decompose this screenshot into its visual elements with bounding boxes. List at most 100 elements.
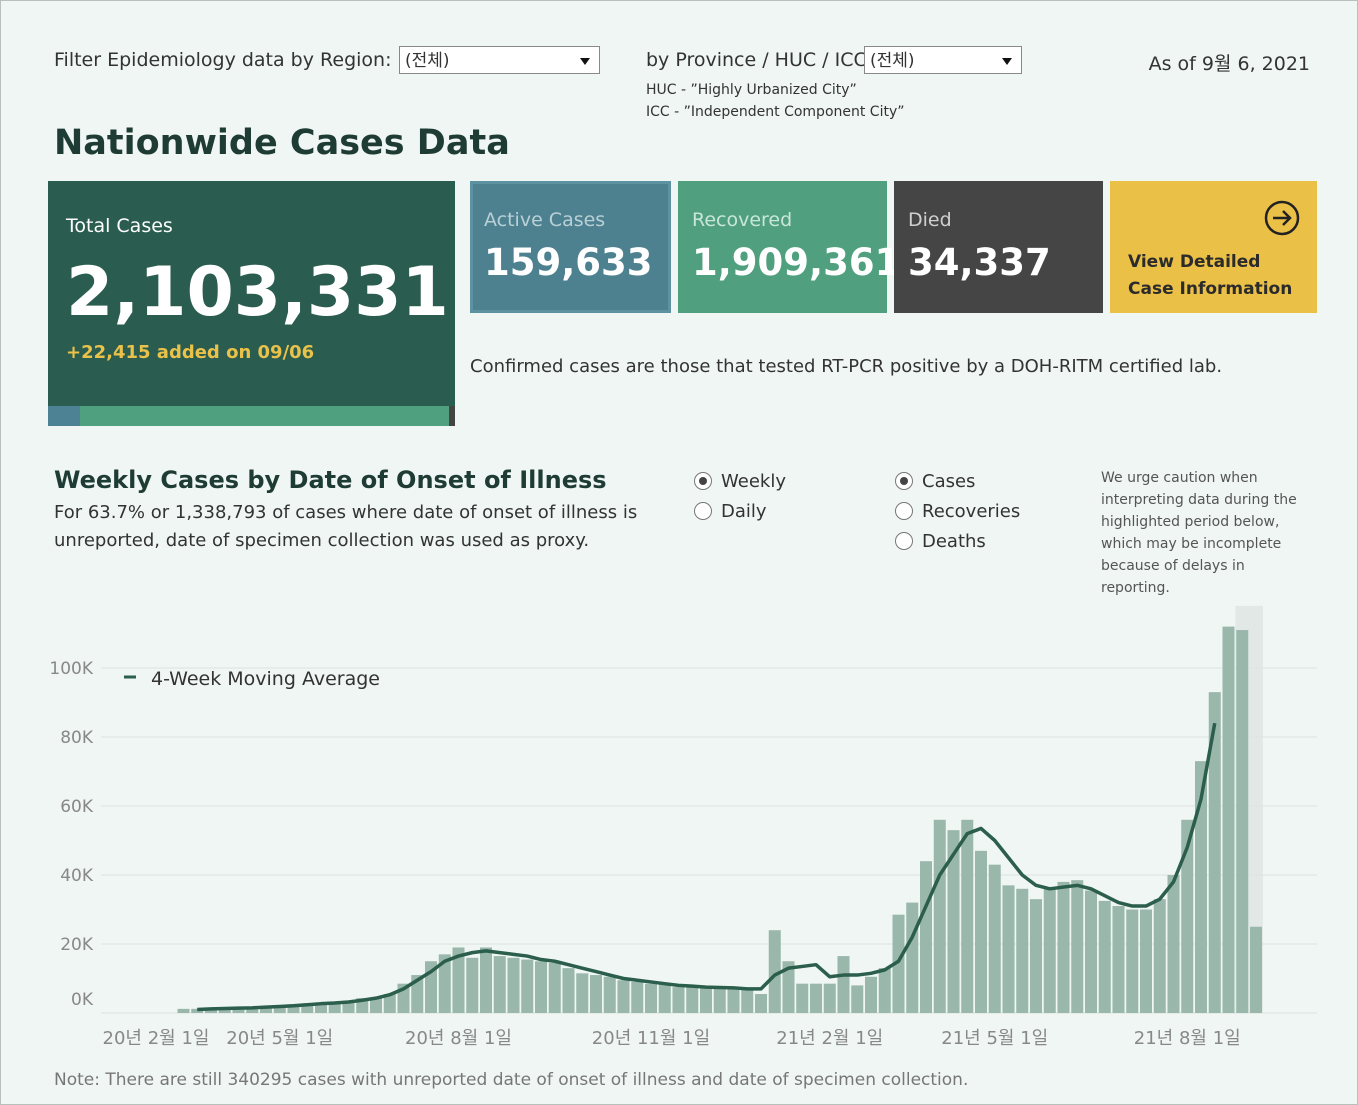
bar <box>741 988 754 1013</box>
bar <box>631 981 644 1013</box>
confirmed-note: Confirmed cases are those that tested RT… <box>470 356 1223 377</box>
bar <box>177 1008 190 1013</box>
y-tick-label: 100K <box>49 659 93 679</box>
bar <box>452 947 465 1013</box>
bar <box>768 930 781 1013</box>
y-tick-label: 80K <box>60 728 94 748</box>
bar <box>1126 909 1139 1013</box>
card-added: +22,415 added on 09/06 <box>66 342 315 363</box>
bar <box>782 961 795 1013</box>
card-value: 159,633 <box>484 241 653 284</box>
bar <box>535 961 547 1013</box>
radio-button <box>694 472 712 490</box>
bar <box>218 1007 231 1013</box>
bar <box>562 968 575 1013</box>
bar <box>493 956 506 1013</box>
bar <box>576 973 589 1013</box>
x-tick-label: 21년 5월 1일 <box>941 1028 1048 1049</box>
bar <box>1236 630 1249 1013</box>
y-tick-label: 0K <box>71 990 94 1010</box>
bar <box>645 983 657 1013</box>
bar <box>342 1000 355 1013</box>
strip <box>449 406 455 426</box>
bar <box>480 947 492 1013</box>
bar <box>287 1004 300 1013</box>
bar <box>1167 875 1180 1013</box>
bar <box>466 957 479 1013</box>
bar <box>933 819 946 1013</box>
detail-link-text: View Detailed Case Information <box>1128 252 1293 299</box>
bar <box>1085 890 1097 1013</box>
bar <box>1071 880 1084 1013</box>
card-value: 2,103,331 <box>66 253 449 332</box>
bar <box>851 985 864 1013</box>
radio-label: Weekly <box>721 471 786 492</box>
x-tick-label: 20년 5월 1일 <box>226 1028 333 1049</box>
bar <box>1002 885 1015 1013</box>
moving-average-line <box>197 722 1217 1012</box>
bar <box>975 850 987 1013</box>
recovered-card: Recovered 1,909,361 <box>678 181 900 313</box>
bar <box>920 861 932 1013</box>
bar <box>961 819 974 1013</box>
bar <box>727 987 740 1013</box>
bar <box>232 1007 245 1013</box>
total-card: Total Cases 2,103,331 +22,415 added on 0… <box>48 181 455 406</box>
icc-note: ICC - ”Independent Component City” <box>646 104 905 120</box>
footnote: Note: There are still 340295 cases with … <box>54 1070 969 1090</box>
bar <box>672 987 685 1013</box>
bar <box>411 975 424 1013</box>
bar <box>700 987 712 1013</box>
legend-label: 4-Week Moving Average <box>151 668 380 690</box>
bar <box>1140 909 1152 1013</box>
bar <box>1030 899 1042 1013</box>
radio-label: Cases <box>922 471 976 492</box>
strip <box>48 406 80 426</box>
bar <box>191 1008 204 1013</box>
x-tick-label: 20년 2월 1일 <box>103 1028 210 1049</box>
card-label: Active Cases <box>484 209 606 231</box>
bar <box>713 987 726 1013</box>
bar <box>796 983 809 1013</box>
radio-option[interactable]: Recoveries <box>895 501 1020 523</box>
detail-link[interactable]: View Detailed Case Information <box>1110 181 1317 313</box>
bar <box>260 1006 272 1013</box>
bar <box>1153 899 1166 1013</box>
province-filter-label: by Province / HUC / ICC: <box>646 49 874 71</box>
bar <box>617 980 630 1013</box>
radio-button <box>895 472 913 490</box>
bar <box>892 914 905 1013</box>
bar <box>383 994 396 1013</box>
card-label: Recovered <box>692 209 793 231</box>
bar <box>1181 819 1194 1013</box>
bar <box>590 975 602 1013</box>
chart-subtitle: For 63.7% or 1,338,793 of cases where da… <box>54 502 638 551</box>
chart-title: Weekly Cases by Date of Onset of Illness <box>54 466 607 494</box>
x-tick-label: 21년 2월 1일 <box>776 1028 883 1049</box>
bar <box>438 954 451 1013</box>
province-dropdown[interactable]: (전체) <box>864 46 1022 74</box>
bar <box>507 957 520 1013</box>
card-label: Died <box>908 209 952 231</box>
bar <box>823 983 836 1013</box>
bar <box>603 976 616 1013</box>
radio-option[interactable]: Weekly <box>694 471 786 493</box>
bar <box>1098 900 1111 1013</box>
caution-note: We urge caution when interpreting data d… <box>1101 470 1297 596</box>
bar <box>1112 906 1125 1013</box>
huc-note: HUC - ”Highly Urbanized City” <box>646 82 857 98</box>
as-of-date: As of 9월 6, 2021 <box>1148 53 1310 75</box>
radio-option[interactable]: Daily <box>694 501 767 523</box>
card-value: 1,909,361 <box>692 241 901 284</box>
active-card: Active Cases 159,633 <box>470 181 671 313</box>
radio-option[interactable]: Cases <box>895 471 975 493</box>
bar <box>988 864 1001 1013</box>
radio-option[interactable]: Deaths <box>895 531 986 553</box>
bar <box>246 1006 259 1013</box>
region-filter-label: Filter Epidemiology data by Region: <box>54 49 392 71</box>
region-dropdown[interactable]: (전체) <box>399 46 600 74</box>
radio-button <box>895 532 913 550</box>
bar <box>301 1003 314 1013</box>
bar <box>810 983 822 1013</box>
